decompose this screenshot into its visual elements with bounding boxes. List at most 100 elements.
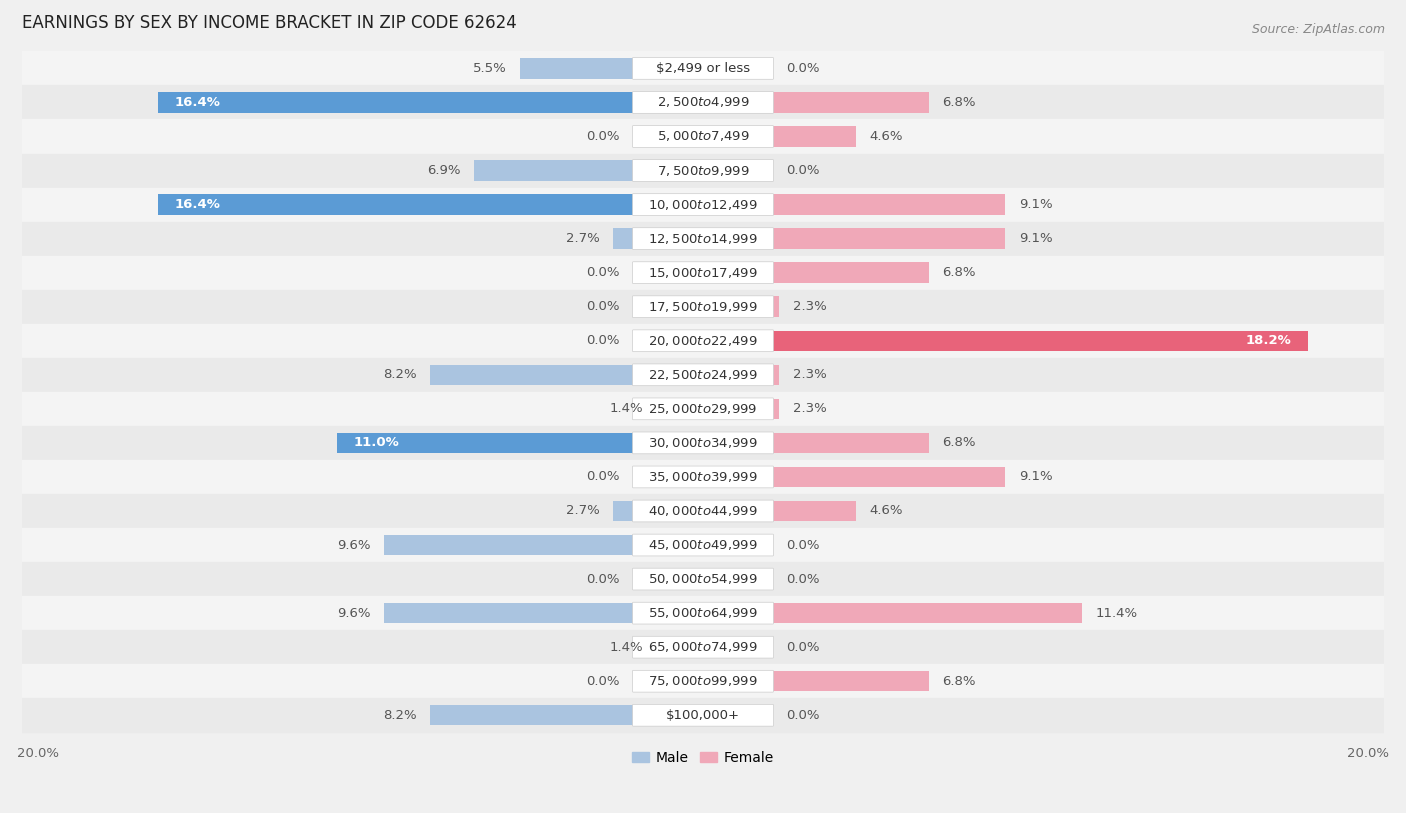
FancyBboxPatch shape	[633, 568, 773, 590]
Bar	[657, 637, 703, 658]
FancyBboxPatch shape	[633, 159, 773, 181]
Bar	[520, 59, 703, 79]
Text: $100,000+: $100,000+	[666, 709, 740, 722]
Bar	[703, 467, 1005, 487]
Text: $75,000 to $99,999: $75,000 to $99,999	[648, 674, 758, 689]
Text: 4.6%: 4.6%	[869, 505, 903, 518]
Text: 0.0%: 0.0%	[586, 266, 620, 279]
Text: 2.7%: 2.7%	[567, 505, 600, 518]
Text: 9.6%: 9.6%	[337, 538, 371, 551]
Bar	[703, 501, 856, 521]
Bar	[703, 398, 779, 419]
FancyBboxPatch shape	[633, 125, 773, 147]
Bar	[703, 671, 929, 691]
Text: 0.0%: 0.0%	[586, 572, 620, 585]
FancyBboxPatch shape	[633, 228, 773, 250]
Text: 0.0%: 0.0%	[786, 538, 820, 551]
Bar	[703, 194, 1005, 215]
Bar	[657, 398, 703, 419]
Text: 6.8%: 6.8%	[942, 675, 976, 688]
Text: $25,000 to $29,999: $25,000 to $29,999	[648, 402, 758, 416]
FancyBboxPatch shape	[633, 637, 773, 658]
Text: $40,000 to $44,999: $40,000 to $44,999	[648, 504, 758, 518]
Text: 0.0%: 0.0%	[786, 62, 820, 75]
Bar	[703, 331, 1308, 351]
Text: $5,000 to $7,499: $5,000 to $7,499	[657, 129, 749, 143]
FancyBboxPatch shape	[633, 466, 773, 488]
FancyBboxPatch shape	[633, 398, 773, 420]
Bar	[613, 228, 703, 249]
Text: $20,000 to $22,499: $20,000 to $22,499	[648, 334, 758, 348]
Text: $10,000 to $12,499: $10,000 to $12,499	[648, 198, 758, 211]
Bar	[384, 603, 703, 624]
Text: 16.4%: 16.4%	[174, 96, 221, 109]
FancyBboxPatch shape	[633, 92, 773, 113]
Text: $50,000 to $54,999: $50,000 to $54,999	[648, 572, 758, 586]
Text: 2.3%: 2.3%	[793, 368, 827, 381]
FancyBboxPatch shape	[633, 193, 773, 215]
Bar	[384, 535, 703, 555]
Text: 6.8%: 6.8%	[942, 266, 976, 279]
Bar	[703, 297, 779, 317]
FancyBboxPatch shape	[633, 296, 773, 318]
Text: $7,500 to $9,999: $7,500 to $9,999	[657, 163, 749, 177]
Text: $2,499 or less: $2,499 or less	[657, 62, 749, 75]
Text: 5.5%: 5.5%	[474, 62, 508, 75]
Text: $2,500 to $4,999: $2,500 to $4,999	[657, 95, 749, 110]
Text: 0.0%: 0.0%	[586, 300, 620, 313]
Text: 11.0%: 11.0%	[354, 437, 399, 450]
Bar	[703, 263, 929, 283]
Text: 8.2%: 8.2%	[384, 368, 418, 381]
FancyBboxPatch shape	[633, 602, 773, 624]
Text: 0.0%: 0.0%	[586, 471, 620, 484]
Text: $55,000 to $64,999: $55,000 to $64,999	[648, 606, 758, 620]
Bar	[703, 126, 856, 146]
Bar	[703, 228, 1005, 249]
FancyBboxPatch shape	[633, 671, 773, 692]
FancyBboxPatch shape	[633, 500, 773, 522]
Text: 0.0%: 0.0%	[786, 641, 820, 654]
Text: 9.1%: 9.1%	[1019, 233, 1053, 246]
Text: 0.0%: 0.0%	[786, 709, 820, 722]
Text: 6.8%: 6.8%	[942, 437, 976, 450]
FancyBboxPatch shape	[633, 432, 773, 454]
Text: $35,000 to $39,999: $35,000 to $39,999	[648, 470, 758, 484]
Bar	[430, 364, 703, 385]
Legend: Male, Female: Male, Female	[627, 746, 779, 771]
Text: 1.4%: 1.4%	[610, 641, 643, 654]
Text: 1.4%: 1.4%	[610, 402, 643, 415]
Text: 18.2%: 18.2%	[1246, 334, 1291, 347]
Text: $15,000 to $17,499: $15,000 to $17,499	[648, 266, 758, 280]
Bar	[157, 92, 703, 113]
FancyBboxPatch shape	[633, 364, 773, 385]
Text: 11.4%: 11.4%	[1095, 606, 1137, 620]
Text: EARNINGS BY SEX BY INCOME BRACKET IN ZIP CODE 62624: EARNINGS BY SEX BY INCOME BRACKET IN ZIP…	[21, 14, 516, 32]
Text: 6.9%: 6.9%	[427, 164, 460, 177]
Text: 8.2%: 8.2%	[384, 709, 418, 722]
Text: $65,000 to $74,999: $65,000 to $74,999	[648, 640, 758, 654]
Text: 4.6%: 4.6%	[869, 130, 903, 143]
Text: $12,500 to $14,999: $12,500 to $14,999	[648, 232, 758, 246]
Text: 9.1%: 9.1%	[1019, 471, 1053, 484]
Text: 0.0%: 0.0%	[786, 572, 820, 585]
Bar	[337, 433, 703, 453]
Bar	[613, 501, 703, 521]
Bar	[703, 433, 929, 453]
Text: $22,500 to $24,999: $22,500 to $24,999	[648, 367, 758, 382]
Text: $45,000 to $49,999: $45,000 to $49,999	[648, 538, 758, 552]
Bar	[703, 92, 929, 113]
FancyBboxPatch shape	[633, 262, 773, 284]
FancyBboxPatch shape	[633, 534, 773, 556]
Bar	[703, 364, 779, 385]
Text: 9.6%: 9.6%	[337, 606, 371, 620]
Text: 0.0%: 0.0%	[586, 334, 620, 347]
FancyBboxPatch shape	[633, 330, 773, 352]
Text: 6.8%: 6.8%	[942, 96, 976, 109]
Text: 2.7%: 2.7%	[567, 233, 600, 246]
Text: 16.4%: 16.4%	[174, 198, 221, 211]
Text: Source: ZipAtlas.com: Source: ZipAtlas.com	[1251, 23, 1385, 36]
Text: 9.1%: 9.1%	[1019, 198, 1053, 211]
Text: 0.0%: 0.0%	[586, 130, 620, 143]
Bar	[703, 603, 1083, 624]
FancyBboxPatch shape	[633, 704, 773, 726]
